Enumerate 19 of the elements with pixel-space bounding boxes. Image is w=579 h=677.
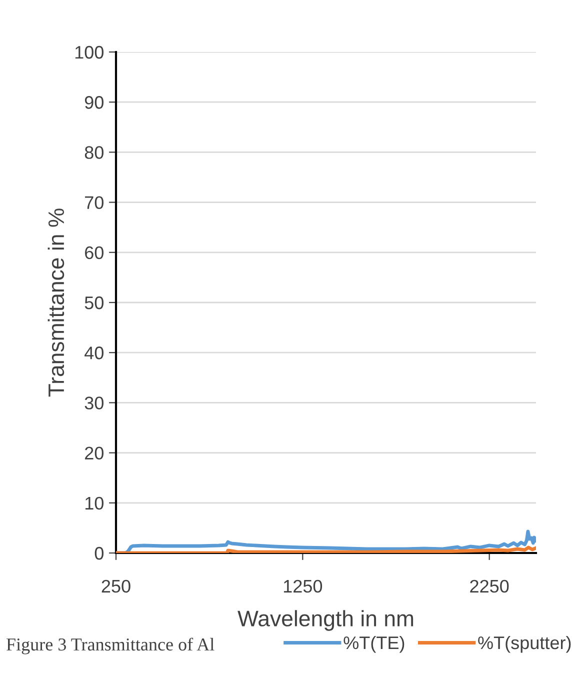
x-axis-title: Wavelength in nm	[238, 610, 414, 631]
y-tick-label: 0	[94, 546, 104, 560]
y-tick-label: 60	[85, 246, 104, 260]
y-tick-label: 20	[85, 446, 104, 460]
legend-label: %T(TE)	[344, 636, 404, 653]
y-tick-label: 30	[84, 396, 104, 410]
x-tick-label: 1250	[284, 580, 322, 593]
legend-label: %T(sputter)	[478, 636, 571, 653]
y-tick-label: 80	[84, 146, 104, 159]
y-tick-label: 70	[85, 196, 104, 210]
x-tick-label: 250	[102, 580, 130, 593]
y-tick-label: 100	[75, 46, 104, 59]
caption: Figure 3 Transmittance of Al	[6, 638, 214, 654]
y-tick-label: 90	[84, 96, 104, 109]
y-tick-label: 40	[84, 346, 104, 360]
y-tick-label: 10	[85, 496, 104, 510]
y-tick-label: 50	[84, 296, 104, 310]
x-tick-label: 2250	[470, 580, 509, 593]
y-axis-title: Transmittance in %	[48, 208, 64, 397]
